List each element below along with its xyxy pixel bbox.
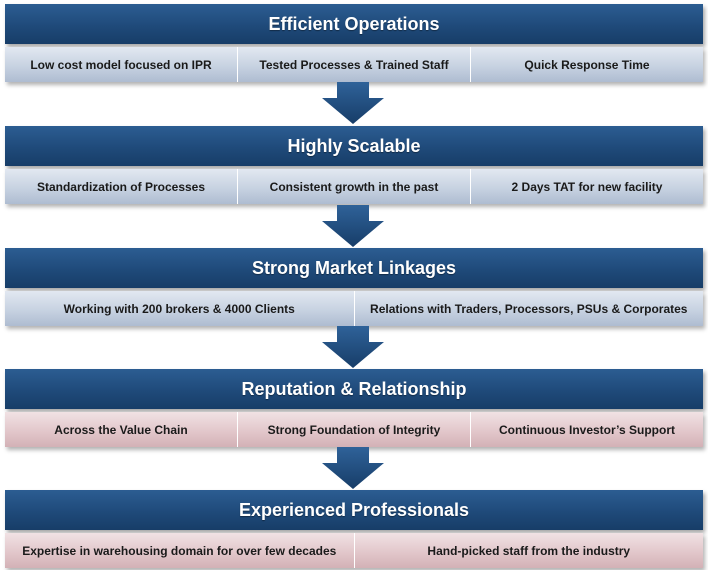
stage-item: Across the Value Chain	[5, 412, 238, 447]
stage-items-row: Standardization of Processes Consistent …	[5, 169, 703, 204]
stage-items-row: Working with 200 brokers & 4000 Clients …	[5, 291, 703, 326]
stage-item: 2 Days TAT for new facility	[471, 169, 703, 204]
stage-title: Experienced Professionals	[5, 490, 703, 530]
stage-reputation-relationship: Reputation & Relationship Across the Val…	[5, 369, 703, 447]
stage-highly-scalable: Highly Scalable Standardization of Proce…	[5, 126, 703, 204]
stage-item: Low cost model focused on IPR	[5, 47, 238, 82]
stage-item: Working with 200 brokers & 4000 Clients	[5, 291, 355, 326]
stage-title: Reputation & Relationship	[5, 369, 703, 409]
down-arrow-icon	[322, 205, 384, 247]
down-arrow-icon	[322, 82, 384, 124]
stage-items-row: Low cost model focused on IPR Tested Pro…	[5, 47, 703, 82]
stage-item: Hand-picked staff from the industry	[354, 533, 703, 568]
stage-title: Strong Market Linkages	[5, 248, 703, 288]
stage-title: Efficient Operations	[5, 4, 703, 44]
down-arrow-icon	[322, 326, 384, 368]
stage-item: Strong Foundation of Integrity	[238, 412, 471, 447]
stage-item: Continuous Investor’s Support	[471, 412, 703, 447]
stage-item: Standardization of Processes	[5, 169, 238, 204]
down-arrow-icon	[322, 447, 384, 489]
stage-experienced-professionals: Experienced Professionals Expertise in w…	[5, 490, 703, 568]
stage-item: Relations with Traders, Processors, PSUs…	[354, 291, 703, 326]
stage-items-row: Across the Value Chain Strong Foundation…	[5, 412, 703, 447]
stage-title: Highly Scalable	[5, 126, 703, 166]
stage-item: Quick Response Time	[471, 47, 703, 82]
stage-items-row: Expertise in warehousing domain for over…	[5, 533, 703, 568]
stage-item: Tested Processes & Trained Staff	[238, 47, 471, 82]
stage-efficient-operations: Efficient Operations Low cost model focu…	[5, 4, 703, 82]
stage-item: Consistent growth in the past	[238, 169, 471, 204]
stage-item: Expertise in warehousing domain for over…	[5, 533, 355, 568]
stage-strong-market-linkages: Strong Market Linkages Working with 200 …	[5, 248, 703, 326]
